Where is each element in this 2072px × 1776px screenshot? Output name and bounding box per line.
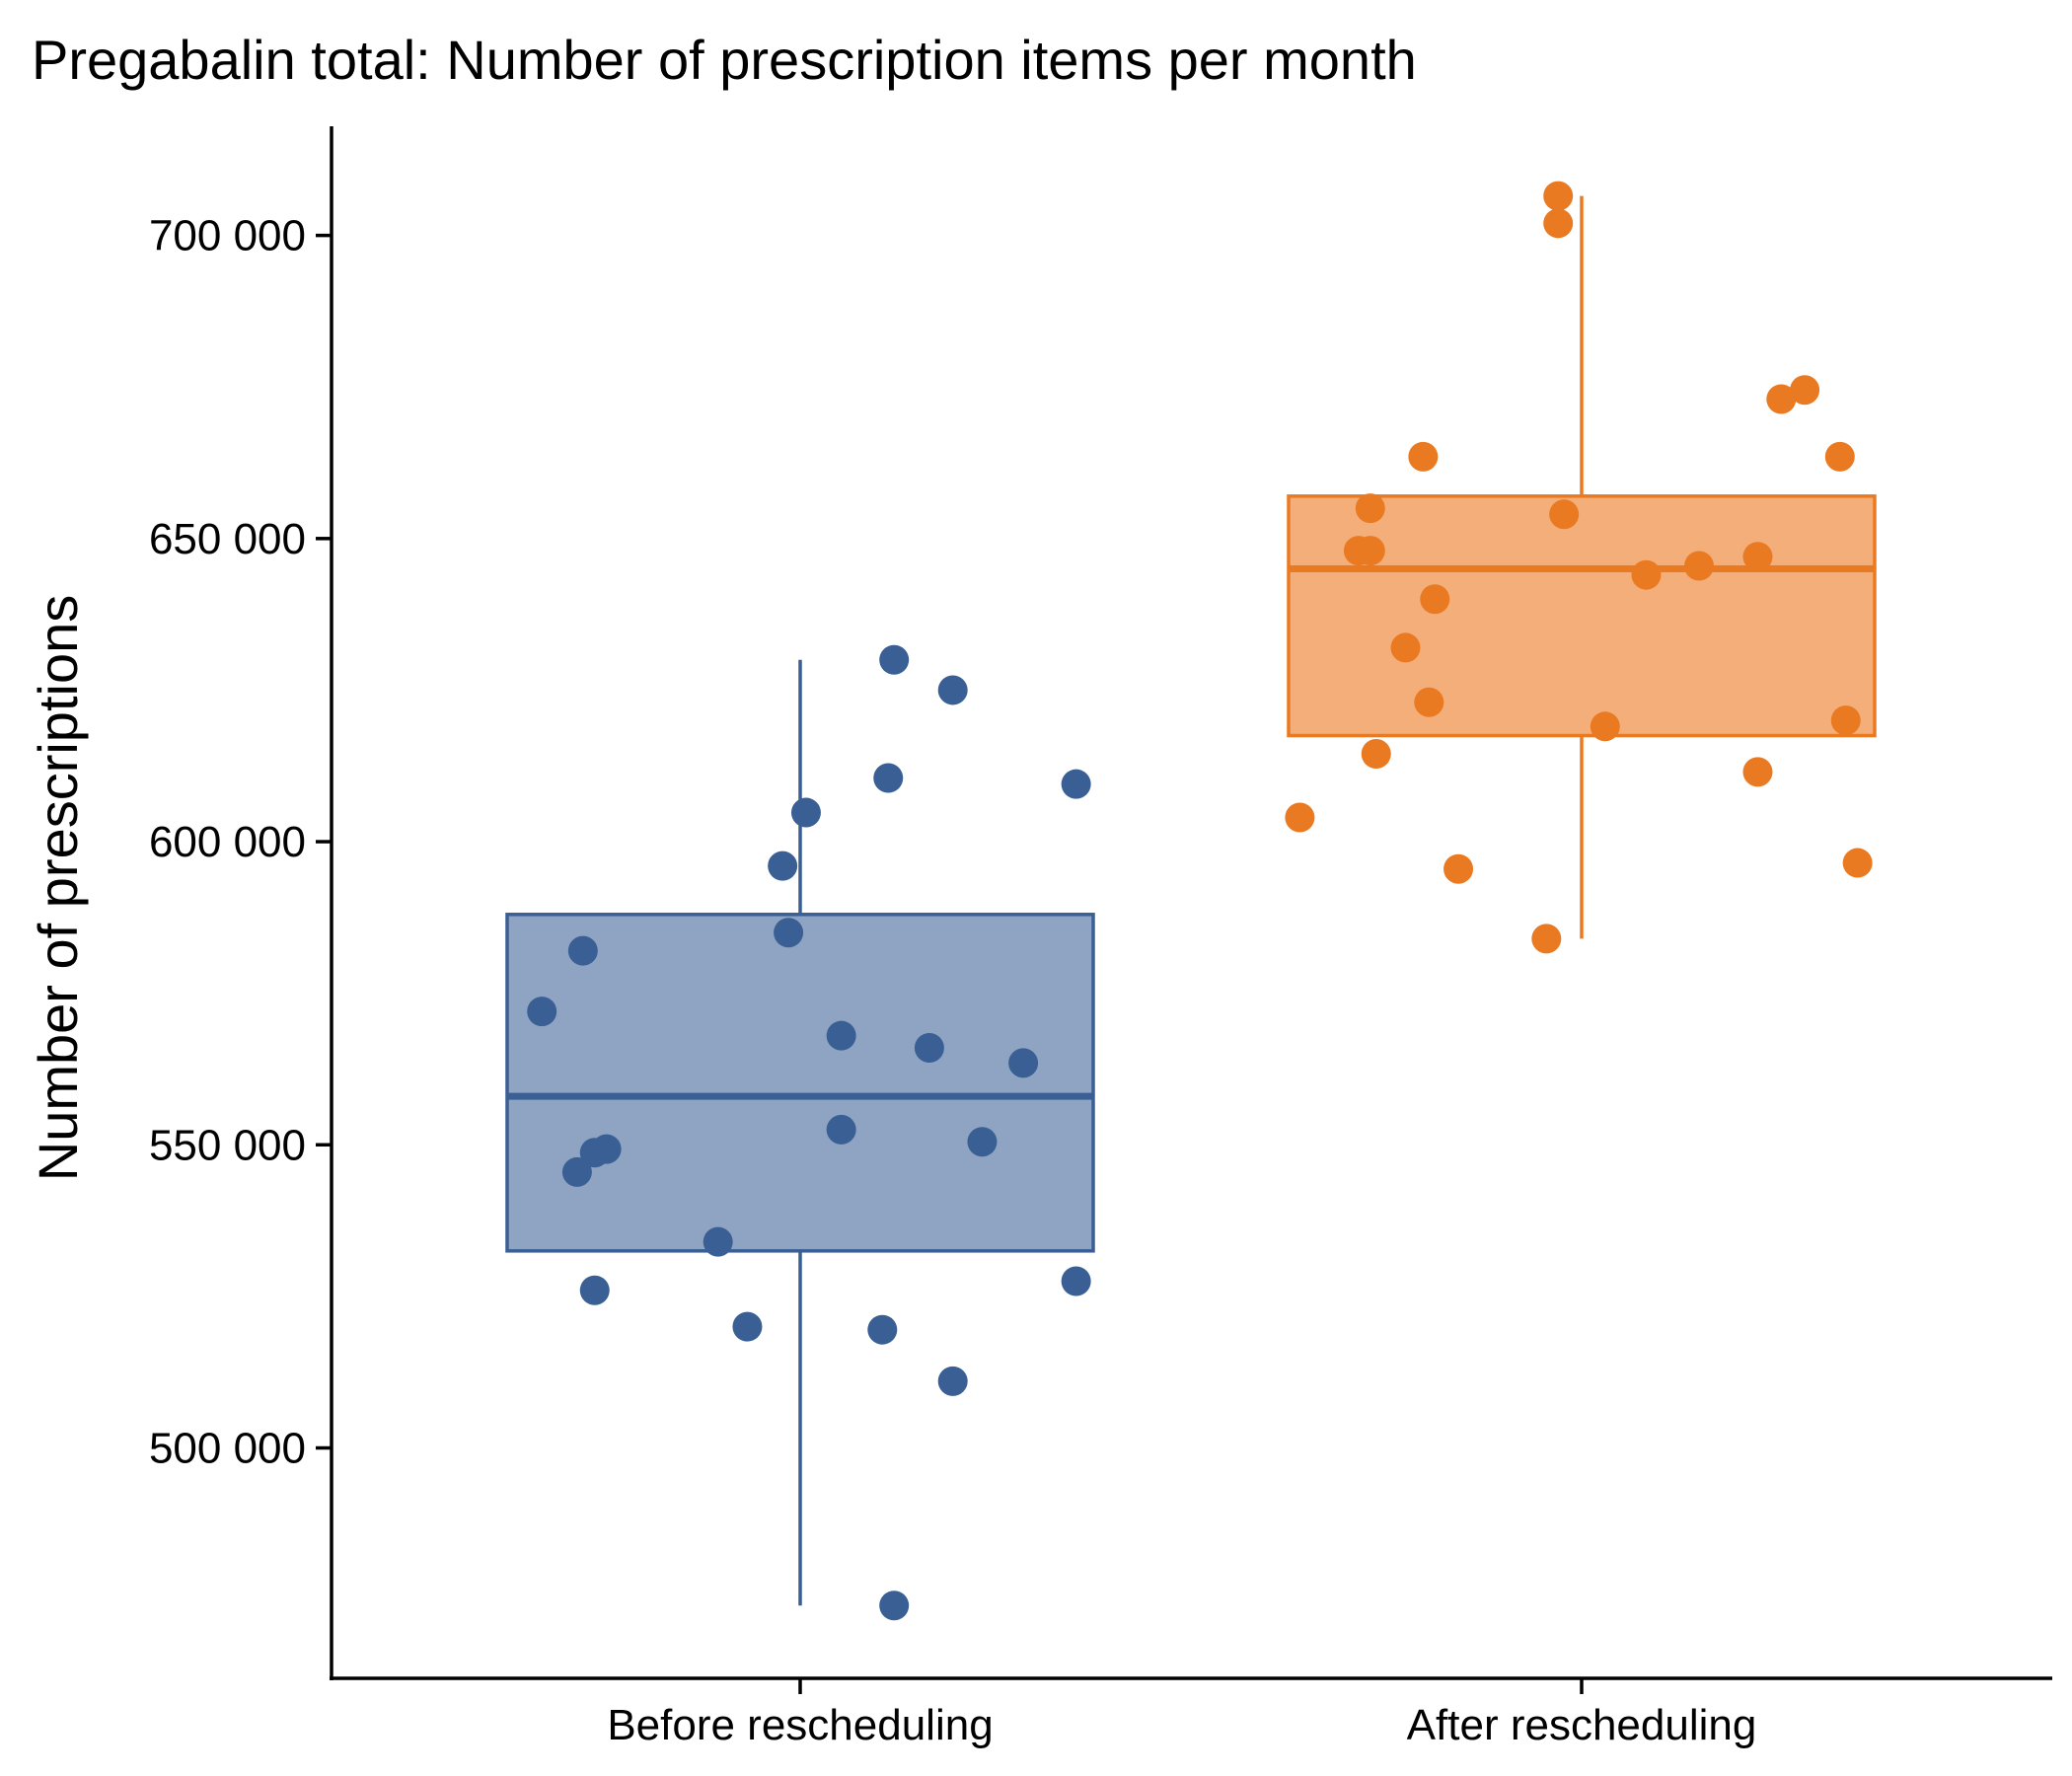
data-point [1766,384,1797,414]
data-point [1355,536,1385,566]
data-point [1824,441,1855,472]
data-point [914,1032,944,1063]
y-axis-label: Number of prescriptions [27,595,89,1181]
data-point [1285,802,1315,833]
data-point [1684,551,1714,581]
data-point [873,763,904,793]
data-point [1842,848,1873,878]
y-axis-ticks: 500 000 550 000 600 000 650 000 700 000 [149,212,332,1473]
data-point [1390,632,1421,663]
data-point [1008,1048,1039,1078]
data-point [967,1127,998,1157]
data-point [826,1114,856,1145]
data-point [1443,853,1474,884]
data-point [1361,738,1391,769]
data-point [1531,924,1562,954]
data-point [1355,493,1385,524]
data-point [527,997,557,1027]
data-point [561,1156,592,1187]
data-point [567,935,598,966]
x-axis-ticks: Before rescheduling After rescheduling [607,1678,1756,1749]
data-point [1543,181,1574,211]
data-point [579,1275,610,1305]
data-point [879,1591,910,1621]
data-point [732,1311,763,1342]
data-point [1408,441,1439,472]
data-point [1790,375,1820,406]
y-tick-label: 550 000 [149,1121,306,1169]
y-tick-label: 700 000 [149,212,306,260]
data-point [1549,499,1580,530]
group-after [1285,181,1877,954]
group-before [505,644,1095,1621]
x-tick-label: After rescheduling [1407,1701,1757,1749]
plot-area [505,181,1877,1621]
data-point [703,1226,733,1257]
data-point [1590,711,1620,742]
y-tick-label: 600 000 [149,818,306,866]
data-point [591,1134,622,1164]
box-iqr [505,913,1095,1253]
data-point [1543,208,1574,239]
data-point [774,918,804,948]
box-iqr [1287,494,1877,738]
data-point [790,797,821,828]
data-point [1061,769,1091,799]
data-point [1061,1266,1091,1296]
data-point [1631,559,1662,590]
data-point [1420,584,1450,615]
data-point [867,1314,898,1345]
data-point [1830,705,1861,736]
chart-title: Pregabalin total: Number of prescription… [32,29,1417,91]
data-point [937,1366,968,1396]
data-point [768,851,798,881]
y-tick-label: 650 000 [149,515,306,563]
x-tick-label: Before rescheduling [607,1701,993,1749]
data-point [937,675,968,705]
data-point [879,644,910,675]
y-tick-label: 500 000 [149,1425,306,1473]
data-point [826,1020,856,1051]
data-point [1742,757,1773,787]
data-point [1742,542,1773,572]
data-point [1414,687,1444,717]
